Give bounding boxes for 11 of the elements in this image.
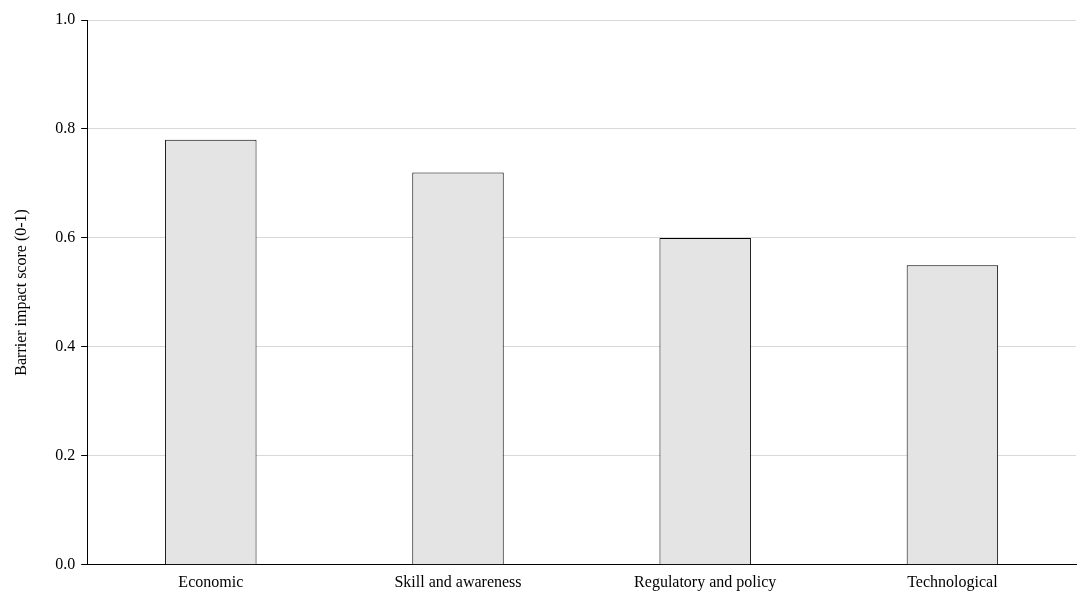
y-axis-title: Barrier impact score (0-1): [11, 209, 30, 376]
y-tick-label: 0.6: [55, 228, 76, 246]
y-tick-label: 0.0: [55, 555, 76, 572]
y-tick-label: 0.8: [55, 119, 76, 137]
y-tick-label: 1.0: [55, 10, 76, 28]
y-tick-label: 0.2: [55, 446, 76, 464]
x-tick-label: Economic: [178, 572, 244, 590]
x-tick-label: Technological: [907, 572, 999, 591]
y-tick-label: 0.4: [55, 337, 76, 355]
x-tick-label: Regulatory and policy: [634, 572, 777, 591]
x-tick-label: Skill and awareness: [394, 572, 522, 590]
